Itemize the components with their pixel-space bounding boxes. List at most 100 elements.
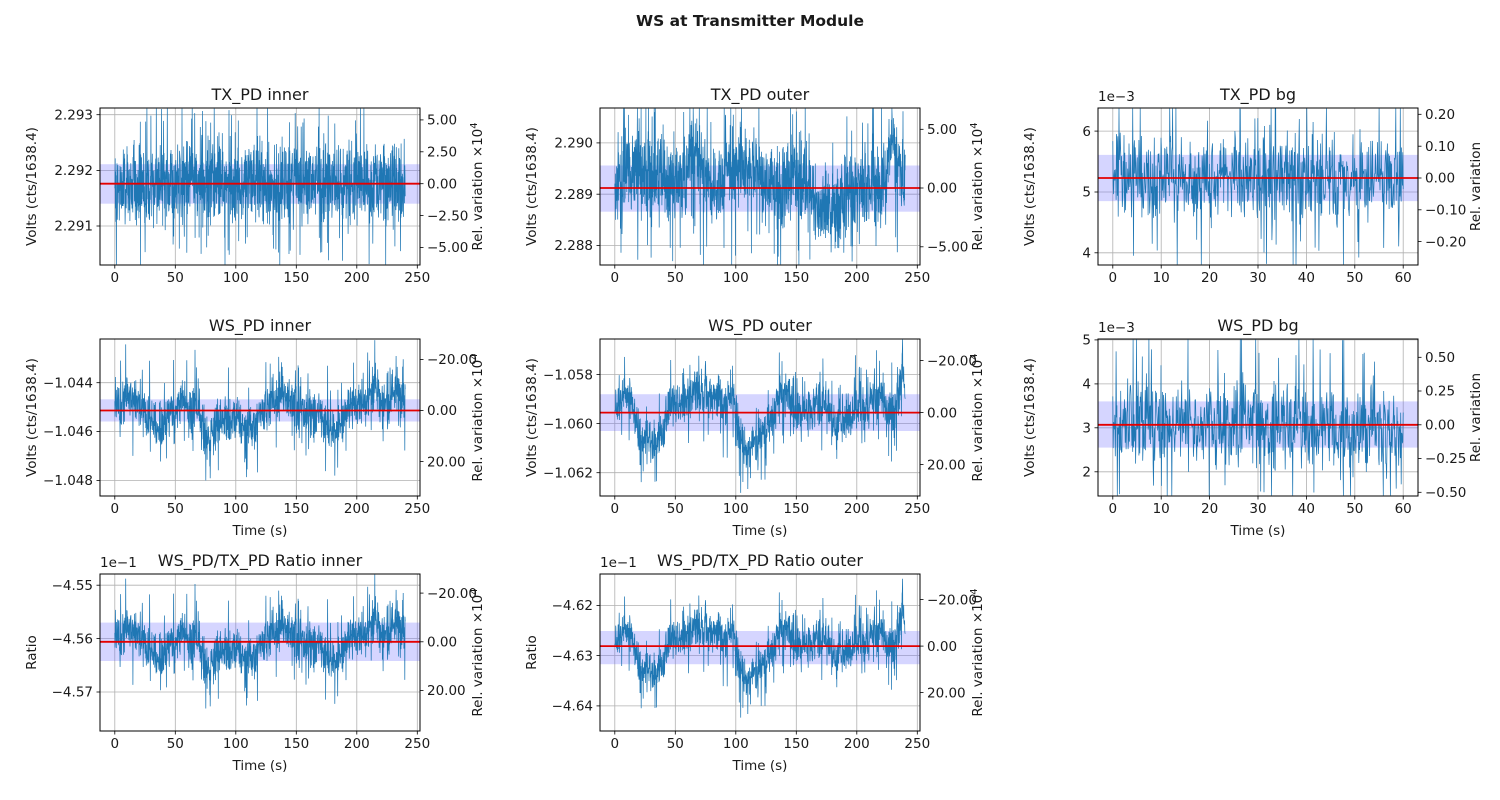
x-axis-label: Time (s) <box>232 523 288 539</box>
subplot-title: WS_PD inner <box>209 316 312 336</box>
subplot-ratio-inner: 0 50 100 150 200 250 −4.55 −4.56 −4.57 −20.00 0.00… <box>15 541 513 793</box>
subplot-canvas-ratio-outer: 0 50 100 150 200 250 −4.62 −4.63 −4.64 −20.00 0.00… <box>524 551 986 774</box>
y-axis-label: Volts (cts/1638.4) <box>24 127 40 246</box>
y-tick-label: −1.060 <box>543 416 593 432</box>
right-tick-label: 0.20 <box>1425 107 1455 123</box>
x-tick-label: 150 <box>783 501 809 517</box>
subplot-canvas-tx-pd-outer: 0 50 100 150 200 250 2.288 2.289 2.290 5.00 0.00 −5… <box>524 85 986 286</box>
right-tick-label: 2.50 <box>427 145 457 161</box>
x-tick-label: 250 <box>904 270 930 286</box>
signal-series <box>614 578 906 718</box>
x-tick-label: 250 <box>904 501 930 517</box>
x-tick-label: 100 <box>223 270 249 286</box>
right-tick-label: −20.00 <box>427 352 477 368</box>
right-tick-label: 0.00 <box>427 176 457 192</box>
y-tick-label: 2.291 <box>54 219 93 235</box>
x-tick-label: 150 <box>283 501 309 517</box>
x-tick-label: 100 <box>723 501 749 517</box>
y-tick-label: −4.56 <box>52 631 93 647</box>
x-tick-label: 200 <box>344 736 370 752</box>
figure-title: WS at Transmitter Module <box>635 12 865 30</box>
subplot-canvas-ws-pd-outer: 0 50 100 150 200 250 −1.058 −1.060 −1.062 −20.00 0… <box>524 316 986 539</box>
subplot-canvas-ws-pd-inner: 0 50 100 150 200 250 −1.044 −1.046 −1.048 −20.00 0… <box>24 316 486 539</box>
x-tick-label: 250 <box>404 736 430 752</box>
y-tick-label: 2.290 <box>554 136 593 152</box>
right-tick-label: −0.50 <box>1425 485 1466 501</box>
signal-series <box>114 574 406 709</box>
subplot-ws-pd-outer: 0 50 100 150 200 250 −1.058 −1.060 −1.062 −20.00 0… <box>515 306 1013 558</box>
signal-series <box>1112 108 1404 265</box>
x-tick-label: 50 <box>667 736 684 752</box>
grid-lines <box>1098 108 1418 265</box>
right-tick-label: −2.50 <box>427 208 468 224</box>
axes-box <box>99 107 421 266</box>
axes-box <box>599 107 921 266</box>
x-tick-label: 30 <box>1249 501 1266 517</box>
x-tick-label: 0 <box>111 270 120 286</box>
subplot-title: TX_PD bg <box>1219 85 1296 105</box>
y-tick-label: 2.289 <box>554 187 593 203</box>
x-tick-label: 60 <box>1395 501 1412 517</box>
x-tick-label: 20 <box>1201 501 1218 517</box>
tick-marks <box>596 360 924 500</box>
y-tick-label: 5 <box>1082 185 1091 201</box>
signal-series <box>614 339 906 493</box>
y-tick-label: −1.046 <box>43 424 93 440</box>
y-axis-label: Volts (cts/1638.4) <box>1022 127 1038 246</box>
signal-series <box>114 108 406 265</box>
right-tick-label: 0.00 <box>927 639 957 655</box>
y-axis-label: Ratio <box>24 635 40 670</box>
x-tick-label: 50 <box>167 501 184 517</box>
y-tick-label: −4.62 <box>552 598 593 614</box>
x-tick-label: 50 <box>1346 501 1363 517</box>
x-tick-label: 200 <box>844 736 870 752</box>
x-axis-label: Time (s) <box>732 523 788 539</box>
subplot-title: WS_PD/TX_PD Ratio inner <box>158 551 363 571</box>
y-tick-label: −4.64 <box>552 699 593 715</box>
x-tick-label: 150 <box>783 270 809 286</box>
x-tick-label: 200 <box>344 270 370 286</box>
subplot-title: TX_PD inner <box>211 85 309 105</box>
x-tick-label: 0 <box>1109 501 1118 517</box>
y-tick-label: 2.292 <box>54 163 93 179</box>
right-axis-label: Rel. variation ×104 <box>969 353 986 481</box>
subplot-title: WS_PD bg <box>1217 316 1298 336</box>
x-tick-label: 40 <box>1298 270 1315 286</box>
y-tick-label: −1.044 <box>43 375 93 391</box>
subplot-canvas-tx-pd-inner: 0 50 100 150 200 250 2.291 2.292 2.293 5.00 2.50 0.… <box>24 85 486 286</box>
right-axis-label: Rel. variation ×104 <box>469 122 486 250</box>
x-tick-label: 50 <box>667 270 684 286</box>
x-tick-label: 100 <box>223 501 249 517</box>
x-tick-label: 50 <box>667 501 684 517</box>
x-axis-label: Time (s) <box>1230 523 1286 539</box>
right-axis-label: Rel. variation ×104 <box>469 588 486 716</box>
subplot-ratio-outer: 0 50 100 150 200 250 −4.62 −4.63 −4.64 −20.00 0.00… <box>515 541 1013 793</box>
right-tick-label: 0.00 <box>927 181 957 197</box>
right-tick-label: −5.00 <box>427 240 468 256</box>
right-tick-label: 0.10 <box>1425 139 1455 155</box>
axis-offset-text: 1e−3 <box>1098 320 1135 336</box>
x-tick-label: 30 <box>1249 270 1266 286</box>
y-axis-label: Volts (cts/1638.4) <box>1022 358 1038 477</box>
right-axis-label: Rel. variation ×104 <box>969 588 986 716</box>
x-tick-label: 0 <box>611 501 620 517</box>
right-tick-label: −0.10 <box>1425 203 1466 219</box>
x-tick-label: 200 <box>844 501 870 517</box>
tick-marks <box>96 359 424 500</box>
x-tick-label: 0 <box>611 736 620 752</box>
subplot-canvas-ratio-inner: 0 50 100 150 200 250 −4.55 −4.56 −4.57 −20.00 0.00… <box>24 551 486 774</box>
x-tick-label: 60 <box>1395 270 1412 286</box>
y-tick-label: −4.57 <box>52 685 93 701</box>
y-tick-label: −1.062 <box>543 465 593 481</box>
y-tick-label: 2 <box>1082 465 1091 481</box>
subplot-title: WS_PD outer <box>708 316 812 336</box>
right-tick-label: 0.00 <box>1425 171 1455 187</box>
x-axis-label: Time (s) <box>732 758 788 774</box>
subplot-canvas-tx-pd-bg: 0 10 20 30 40 50 60 4 5 6 0.20 0.10 0.00 −0.10 −0.20 TX… <box>1022 85 1484 286</box>
x-tick-label: 200 <box>844 270 870 286</box>
y-tick-label: 4 <box>1082 377 1091 393</box>
right-tick-label: 20.00 <box>927 685 966 701</box>
y-tick-label: 2.288 <box>554 238 593 254</box>
right-tick-label: −20.00 <box>927 592 977 608</box>
right-tick-label: 20.00 <box>927 457 966 473</box>
